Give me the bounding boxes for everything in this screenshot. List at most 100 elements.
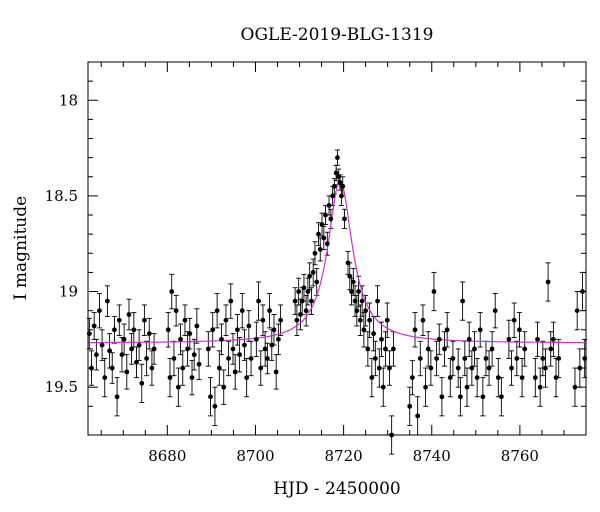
data-point xyxy=(522,346,528,352)
data-point xyxy=(262,346,268,352)
data-point xyxy=(264,356,270,361)
data-point xyxy=(412,327,418,333)
data-point xyxy=(144,356,150,361)
data-point xyxy=(480,394,486,400)
data-point xyxy=(323,212,328,218)
data-point xyxy=(442,346,447,352)
data-point xyxy=(319,222,325,227)
data-point xyxy=(380,384,386,390)
data-point xyxy=(553,375,559,381)
data-point xyxy=(469,365,475,371)
data-point xyxy=(492,308,498,314)
data-point xyxy=(310,270,316,275)
data-point xyxy=(107,348,112,354)
data-point xyxy=(139,380,145,386)
data-point xyxy=(517,327,522,333)
data-point xyxy=(439,394,445,400)
error-bars xyxy=(86,149,588,455)
x-tick-label: 8680 xyxy=(148,447,186,465)
model-curve xyxy=(88,179,586,344)
data-point xyxy=(383,346,388,352)
data-point xyxy=(104,298,110,304)
data-point xyxy=(307,273,313,279)
data-point xyxy=(142,317,147,323)
data-point xyxy=(303,308,309,314)
data-point xyxy=(574,308,580,314)
x-tick-label: 8720 xyxy=(325,447,363,465)
data-point xyxy=(260,317,266,323)
y-tick-label: 18 xyxy=(59,91,78,109)
data-point xyxy=(309,298,314,304)
data-point xyxy=(178,336,183,342)
data-point xyxy=(349,289,354,294)
x-tick-label: 8700 xyxy=(236,447,274,465)
data-point xyxy=(548,346,554,352)
data-point xyxy=(464,384,470,390)
data-point xyxy=(180,365,186,371)
data-point xyxy=(246,323,252,329)
data-point xyxy=(99,342,105,348)
axis-ticks xyxy=(88,61,587,435)
plot-frame xyxy=(87,61,587,436)
data-point xyxy=(175,384,181,390)
data-point xyxy=(431,289,437,294)
data-point xyxy=(519,375,525,381)
data-point xyxy=(102,375,108,381)
data-point xyxy=(216,365,222,371)
data-point xyxy=(409,375,415,381)
data-point xyxy=(326,203,332,208)
data-point xyxy=(237,352,243,358)
data-point xyxy=(572,384,578,390)
data-point xyxy=(173,308,179,314)
data-point xyxy=(205,346,211,352)
x-tick-label: 8740 xyxy=(413,447,451,465)
data-point xyxy=(428,365,434,371)
data-point xyxy=(317,247,323,252)
data-point xyxy=(228,298,234,304)
data-point xyxy=(423,384,428,390)
y-tick-label: 19.5 xyxy=(45,378,78,396)
data-point xyxy=(333,170,339,176)
data-point xyxy=(354,308,360,314)
data-point xyxy=(359,298,365,304)
data-point xyxy=(455,365,461,371)
data-point xyxy=(114,394,120,400)
data-point xyxy=(330,193,335,199)
data-point xyxy=(134,359,139,365)
data-point xyxy=(232,369,238,375)
data-point xyxy=(258,365,264,371)
data-point xyxy=(242,342,247,348)
data-point xyxy=(239,308,245,314)
data-point xyxy=(248,356,254,361)
data-point xyxy=(121,336,127,342)
data-point xyxy=(556,356,562,361)
data-point xyxy=(169,289,175,294)
data-point xyxy=(417,356,423,361)
data-point xyxy=(191,352,197,358)
data-point xyxy=(407,403,413,409)
y-tick-label: 19 xyxy=(59,283,78,301)
data-point xyxy=(477,327,483,333)
data-point xyxy=(511,317,517,323)
data-point xyxy=(149,365,155,371)
data-point xyxy=(298,312,303,317)
data-point xyxy=(466,336,472,342)
data-point xyxy=(462,356,468,361)
data-point xyxy=(577,365,583,371)
data-point xyxy=(244,375,250,381)
data-point xyxy=(194,323,200,329)
data-point xyxy=(342,216,347,222)
data-point xyxy=(305,289,311,294)
data-point xyxy=(347,273,353,279)
data-point xyxy=(339,193,344,199)
data-point xyxy=(372,356,378,361)
data-point xyxy=(356,289,361,294)
data-point xyxy=(146,331,152,337)
data-point xyxy=(167,375,173,381)
data-point xyxy=(436,336,442,342)
data-point xyxy=(514,356,520,361)
data-point xyxy=(171,356,177,361)
data-point xyxy=(97,308,102,314)
data-point xyxy=(506,336,512,342)
data-point xyxy=(235,327,240,333)
